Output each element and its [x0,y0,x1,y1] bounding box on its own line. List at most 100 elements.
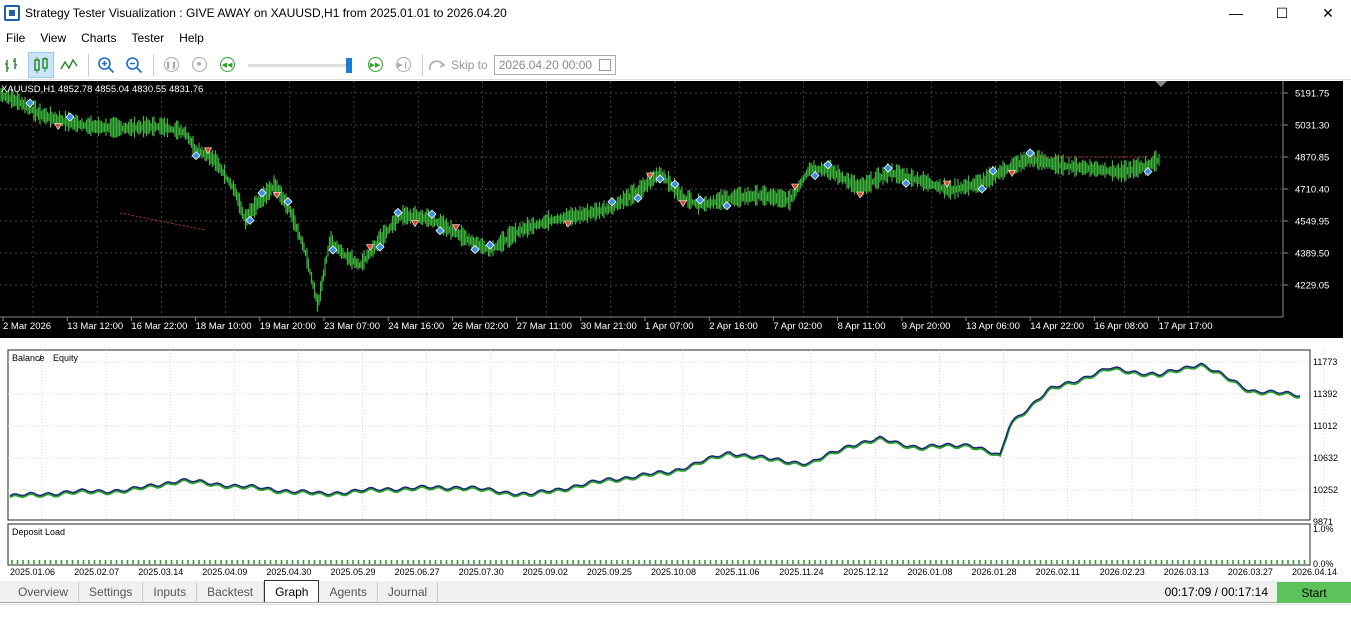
toolbar-separator [422,53,423,76]
faster-button[interactable]: ▶▶ [362,52,388,78]
candlestick-button[interactable] [28,51,54,78]
skip-end-icon: ▶❙ [395,57,411,72]
date-tick-label: 2025.04.30 [266,567,311,577]
deposit-load-bars [11,560,1306,564]
menu-charts[interactable]: Charts [81,31,117,45]
time-tick-label: 26 Mar 02:00 [452,321,508,332]
time-tick-label: 13 Mar 12:00 [67,321,123,332]
time-tick-label: 9 Apr 20:00 [902,321,951,332]
skip-end-button[interactable]: ▶❙ [390,52,416,78]
calendar-icon[interactable] [598,58,611,71]
buy-marker [283,197,293,207]
date-tick-label: 2025.02.07 [74,567,119,577]
tester-tabs: Overview Settings Inputs Backtest Graph … [0,580,1351,603]
start-button[interactable]: Start [1277,582,1351,603]
time-tick-label: 16 Apr 08:00 [1094,321,1148,332]
tab-agents[interactable]: Agents [319,582,378,602]
tab-journal[interactable]: Journal [378,582,439,602]
minimize-button[interactable]: — [1229,5,1243,21]
line-chart-button[interactable] [56,52,82,78]
date-tick-label: 2026.04.14 [1292,567,1337,577]
sell-marker [53,123,63,130]
load-tick-max: 1.0% [1313,524,1334,534]
price-tick-label: 4710.40 [1295,185,1329,196]
stop-button[interactable]: ■ [186,52,212,78]
date-tick-label: 2025.03.14 [138,567,183,577]
legend-balance: Balance [12,353,45,363]
menu-view[interactable]: View [40,31,67,45]
buy-marker [1143,167,1153,177]
bar-chart-button[interactable] [0,52,26,78]
tab-settings[interactable]: Settings [79,582,144,602]
buy-marker [375,242,385,252]
window-controls: — ☐ ✕ [1213,0,1351,26]
toolbar-separator [88,53,89,76]
time-tick-label: 8 Apr 11:00 [838,321,886,332]
time-tick-label: 2 Apr 16:00 [709,321,758,332]
time-tick-label: 16 Mar 22:00 [131,321,187,332]
price-tick-label: 4389.50 [1295,249,1329,260]
close-button[interactable]: ✕ [1322,4,1334,21]
date-tick-label: 2025.09.02 [523,567,568,577]
app-icon [4,5,20,21]
tab-inputs[interactable]: Inputs [143,582,198,602]
price-candles [0,88,1160,312]
price-tick-label: 4549.95 [1295,217,1329,228]
deposit-load-label: Deposit Load [12,527,65,537]
time-tick-label: 24 Mar 16:00 [388,321,444,332]
buy-marker [328,245,338,255]
date-tick-label: 2025.12.12 [843,567,888,577]
buy-marker [633,193,643,203]
buy-marker [245,215,255,225]
zoom-out-button[interactable] [121,52,147,78]
zoom-out-icon [126,56,143,73]
time-tick-label: 27 Mar 11:00 [517,321,572,332]
deposit-load-frame [7,523,1311,566]
skip-to-date-input[interactable]: 2026.04.20 00:00 [493,54,616,75]
date-axis-ticks: 2025.01.06 2025.02.07 2025.03.14 2025.04.09… [10,567,1337,577]
buy-marker [901,178,911,188]
pause-button[interactable]: ❚❚ [158,52,184,78]
buy-marker [977,184,987,194]
balance-tick-label: 11392 [1313,389,1337,399]
date-tick-label: 2025.07.30 [459,567,504,577]
buy-marker [257,188,267,198]
sell-marker [203,147,213,155]
buy-marker [435,226,445,236]
buy-marker [823,160,833,170]
slower-button[interactable]: ◀◀ [214,52,240,78]
speed-slider[interactable] [248,52,356,78]
tab-backtest[interactable]: Backtest [197,582,265,602]
zoom-in-button[interactable] [93,52,119,78]
buy-marker [1025,148,1035,158]
price-tick-label: 4870.85 [1295,153,1329,164]
price-chart[interactable]: XAUUSD,H1 4852.78 4855.04 4830.55 4831.7… [0,81,1343,338]
pause-icon: ❚❚ [163,57,179,72]
tab-overview[interactable]: Overview [8,582,80,602]
date-tick-label: 2025.11.24 [779,567,823,577]
balance-plot-frame [7,349,1311,521]
legend-equity: Equity [53,353,79,363]
sell-marker [855,191,865,199]
sell-marker [365,244,375,252]
buy-marker [470,244,480,255]
buy-marker [810,170,820,181]
window-title: Strategy Tester Visualization : GIVE AWA… [25,6,507,20]
price-tick-label: 5031.30 [1295,121,1329,132]
menu-tester[interactable]: Tester [131,31,165,45]
skip-to-label: Skip to [451,57,488,72]
tab-graph[interactable]: Graph [264,580,320,602]
results-header-strip [0,604,1351,619]
menu-file[interactable]: File [6,31,26,45]
speed-slider-thumb[interactable] [346,57,352,73]
date-tick-label: 2026.02.23 [1100,567,1145,577]
buy-marker [607,197,617,207]
balance-tick-label: 10632 [1313,453,1338,463]
sell-marker [410,220,420,228]
balance-grid [8,350,1325,520]
trade-connector-line [119,212,206,231]
maximize-button[interactable]: ☐ [1275,4,1289,21]
time-tick-label: 18 Mar 10:00 [196,321,252,332]
menu-help[interactable]: Help [179,31,204,45]
chart-shift-icon[interactable] [1155,81,1167,87]
